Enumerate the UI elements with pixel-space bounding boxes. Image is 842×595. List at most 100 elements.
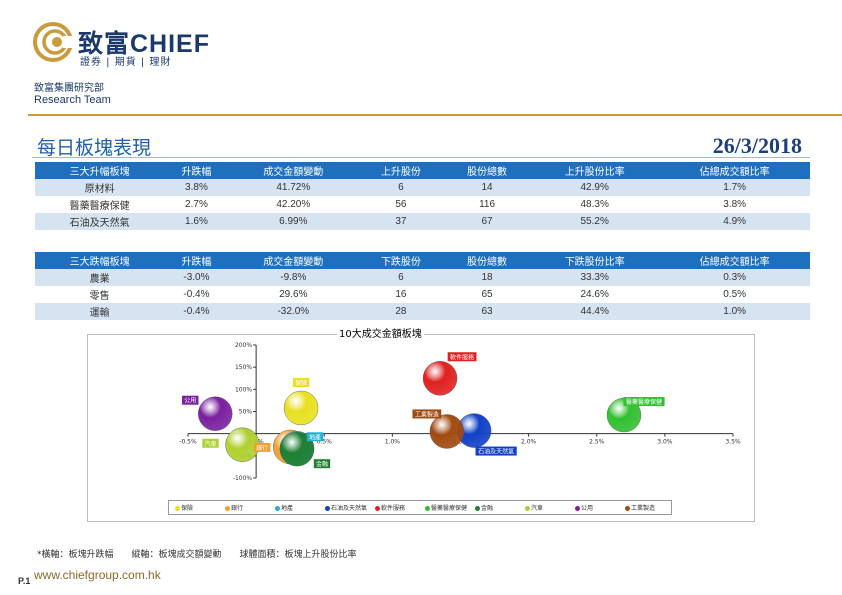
table-header-cell: 下跌股份: [358, 252, 444, 269]
legend-label: 金融: [481, 505, 493, 512]
table-cell: 33.3%: [530, 269, 659, 286]
bubble-label: 工業製造: [415, 410, 439, 418]
legend-item: 醫藥醫療保健: [425, 503, 467, 512]
x-tick-label: 3.5%: [725, 439, 741, 446]
legend-item: 金融: [475, 503, 493, 512]
bubble-label: 石油及天然氣: [478, 448, 514, 456]
table-cell: 24.6%: [530, 286, 659, 303]
table-cell: 67: [444, 213, 530, 230]
page-number: P.1: [18, 576, 30, 586]
table-header-cell: 上升股份比率: [530, 162, 659, 179]
legend-label: 公用: [581, 505, 593, 512]
table-row: 零售 -0.4% 29.6% 16 65 24.6% 0.5%: [35, 286, 810, 303]
legend-item: 保險: [175, 503, 193, 512]
research-dept-en: Research Team: [34, 94, 111, 106]
table-header-cell: 下跌股份比率: [530, 252, 659, 269]
legend-swatch: [225, 506, 230, 511]
table-header-cell: 佔總成交額比率: [659, 252, 810, 269]
header-divider: [28, 114, 842, 116]
legend-swatch: [425, 506, 430, 511]
report-date: 26/3/2018: [713, 133, 802, 159]
table-cell: 3.8%: [164, 179, 229, 196]
table-header-cell: 三大跌幅板塊: [35, 252, 164, 269]
bubble-label: 保險: [295, 379, 307, 387]
bubble-label: 醫藥醫療保健: [626, 398, 662, 406]
sector-name: 原材料: [35, 179, 164, 196]
table-header-cell: 成交金額變動: [229, 162, 358, 179]
chart-legend: 保險 銀行 地產 石油及天然氣 軟件服務 醫藥醫療保健 金融 汽車 公用 工業製造: [168, 500, 672, 515]
legend-swatch: [475, 506, 480, 511]
table-cell: 29.6%: [229, 286, 358, 303]
table-header-cell: 股份總數: [444, 162, 530, 179]
brand-tagline: 證券 | 期貨 | 理財: [80, 53, 171, 68]
table-row: 石油及天然氣 1.6% 6.99% 37 67 55.2% 4.9%: [35, 213, 810, 230]
table-header-cell: 佔總成交額比率: [659, 162, 810, 179]
legend-item: 石油及天然氣: [325, 503, 367, 512]
legend-swatch: [625, 506, 630, 511]
table-row: 運輸 -0.4% -32.0% 28 63 44.4% 1.0%: [35, 303, 810, 320]
bubble-label: 地產: [309, 433, 321, 441]
legend-swatch: [375, 506, 380, 511]
sector-name: 醫藥醫療保健: [35, 196, 164, 213]
bubble-point: [284, 391, 318, 425]
page-title: 每日板塊表現: [37, 133, 151, 160]
bubble-label: 公用: [184, 398, 196, 405]
table-cell: 6: [358, 179, 444, 196]
table-cell: 2.7%: [164, 196, 229, 213]
legend-item: 地產: [275, 503, 293, 512]
legend-swatch: [325, 506, 330, 511]
research-dept-cn: 致富集團研究部: [34, 79, 104, 94]
chief-swirl-logo-icon: [33, 22, 73, 62]
table-cell: 37: [358, 213, 444, 230]
table-cell: -3.0%: [164, 269, 229, 286]
legend-item: 銀行: [225, 503, 243, 512]
legend-item: 工業製造: [625, 503, 655, 512]
sector-name: 運輸: [35, 303, 164, 320]
table-cell: 42.20%: [229, 196, 358, 213]
table-header-row: 三大跌幅板塊 升跌幅 成交金額變動 下跌股份 股份總數 下跌股份比率 佔總成交額…: [35, 252, 810, 269]
website-link[interactable]: www.chiefgroup.com.hk: [34, 568, 161, 582]
chart-title: 10大成交金額板塊: [337, 325, 424, 340]
bubble-point: [423, 361, 457, 395]
table-cell: -0.4%: [164, 303, 229, 320]
table-cell: 0.5%: [659, 286, 810, 303]
table-cell: -9.8%: [229, 269, 358, 286]
legend-label: 汽車: [531, 505, 543, 512]
table-cell: 56: [358, 196, 444, 213]
y-tick-label: 150%: [235, 364, 252, 371]
legend-label: 石油及天然氣: [331, 505, 367, 512]
legend-label: 醫藥醫療保健: [431, 505, 467, 512]
bubble-label: 汽車: [204, 440, 216, 448]
table-cell: 65: [444, 286, 530, 303]
y-tick-label: -100%: [233, 475, 253, 482]
top-gainers-table: 三大升幅板塊 升跌幅 成交金額變動 上升股份 股份總數 上升股份比率 佔總成交額…: [35, 162, 810, 230]
table-cell: 42.9%: [530, 179, 659, 196]
x-tick-label: 3.0%: [657, 439, 673, 446]
table-row: 醫藥醫療保健 2.7% 42.20% 56 116 48.3% 3.8%: [35, 196, 810, 213]
legend-swatch: [575, 506, 580, 511]
table-cell: 116: [444, 196, 530, 213]
table-header-cell: 上升股份: [358, 162, 444, 179]
legend-label: 保險: [181, 505, 193, 512]
table-cell: 48.3%: [530, 196, 659, 213]
y-tick-label: 200%: [235, 342, 252, 349]
table-cell: 6.99%: [229, 213, 358, 230]
table-header-cell: 升跌幅: [164, 252, 229, 269]
table-header-cell: 股份總數: [444, 252, 530, 269]
legend-item: 公用: [575, 503, 593, 512]
legend-swatch: [525, 506, 530, 511]
bubble-label: 軟件服務: [450, 353, 474, 361]
table-cell: 16: [358, 286, 444, 303]
table-row: 原材料 3.8% 41.72% 6 14 42.9% 1.7%: [35, 179, 810, 196]
bubble-label: 銀行: [256, 444, 268, 452]
table-cell: 18: [444, 269, 530, 286]
top-losers-table: 三大跌幅板塊 升跌幅 成交金額變動 下跌股份 股份總數 下跌股份比率 佔總成交額…: [35, 252, 810, 320]
bubble-label: 金融: [316, 460, 328, 468]
table-cell: 1.7%: [659, 179, 810, 196]
table-cell: 3.8%: [659, 196, 810, 213]
legend-label: 軟件服務: [381, 505, 405, 512]
sector-name: 零售: [35, 286, 164, 303]
x-tick-label: 2.5%: [589, 439, 605, 446]
legend-item: 軟件服務: [375, 503, 405, 512]
table-cell: 28: [358, 303, 444, 320]
